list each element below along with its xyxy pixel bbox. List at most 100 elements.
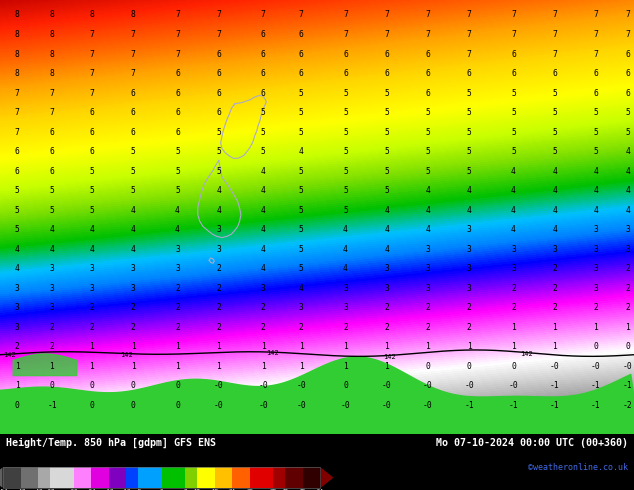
Text: 0: 0 [131, 381, 136, 391]
Text: 5: 5 [343, 206, 348, 215]
Text: 6: 6 [15, 147, 20, 156]
Text: 7: 7 [425, 30, 430, 39]
Text: 6: 6 [625, 69, 630, 78]
Text: -0: -0 [296, 401, 306, 410]
Text: 5: 5 [216, 167, 221, 176]
Text: 6: 6 [175, 89, 180, 98]
Text: 4: 4 [216, 186, 221, 196]
Text: 4: 4 [593, 186, 598, 196]
Text: 1: 1 [299, 362, 304, 371]
Text: 2: 2 [625, 303, 630, 313]
Text: 1: 1 [467, 343, 472, 351]
Text: 6: 6 [425, 69, 430, 78]
Text: 3: 3 [625, 225, 630, 234]
Text: 7: 7 [175, 30, 180, 39]
Bar [250, 467, 273, 488]
Text: 7: 7 [216, 10, 221, 19]
Text: 6: 6 [425, 89, 430, 98]
Text: 0: 0 [89, 401, 94, 410]
Text: 2: 2 [425, 303, 430, 313]
Text: 3: 3 [384, 265, 389, 273]
Text: 2: 2 [49, 323, 55, 332]
Text: 6: 6 [343, 69, 348, 78]
Text: 5: 5 [89, 186, 94, 196]
Text: 3: 3 [511, 245, 516, 254]
Text: 3: 3 [261, 284, 266, 293]
Bar [302, 467, 320, 488]
Text: 0: 0 [467, 362, 472, 371]
Text: 5: 5 [15, 225, 20, 234]
Text: 5: 5 [425, 108, 430, 117]
Text: 7: 7 [552, 30, 557, 39]
Text: 1: 1 [425, 343, 430, 351]
Text: 2: 2 [425, 323, 430, 332]
Text: 5: 5 [49, 186, 55, 196]
Text: 5: 5 [89, 167, 94, 176]
Text: 4: 4 [175, 225, 180, 234]
Text: 2: 2 [261, 303, 266, 313]
Text: 6: 6 [261, 89, 266, 98]
Text: 4: 4 [384, 245, 389, 254]
Text: 3: 3 [299, 303, 304, 313]
Text: 4: 4 [593, 167, 598, 176]
Text: 4: 4 [261, 245, 266, 254]
Text: 2: 2 [89, 303, 94, 313]
Text: 8: 8 [15, 30, 20, 39]
Text: 2: 2 [131, 323, 136, 332]
Text: 5: 5 [343, 167, 348, 176]
Text: 4: 4 [425, 206, 430, 215]
Text: 6: 6 [261, 30, 266, 39]
Text: 5: 5 [299, 245, 304, 254]
Text: 5: 5 [175, 167, 180, 176]
Text: 6: 6 [49, 128, 55, 137]
Text: 5: 5 [299, 225, 304, 234]
Text: 3: 3 [467, 225, 472, 234]
Bar [197, 467, 214, 488]
Text: 5: 5 [299, 206, 304, 215]
Text: 2: 2 [593, 303, 598, 313]
Text: 6: 6 [175, 108, 180, 117]
Text: 3: 3 [511, 265, 516, 273]
Text: 7: 7 [49, 108, 55, 117]
Text: 4: 4 [15, 245, 20, 254]
Text: 3: 3 [425, 245, 430, 254]
Text: 3: 3 [216, 225, 221, 234]
Text: 4: 4 [425, 225, 430, 234]
Text: 7: 7 [552, 10, 557, 19]
Text: 5: 5 [343, 89, 348, 98]
Text: 8: 8 [131, 10, 136, 19]
Text: 2: 2 [511, 303, 516, 313]
Text: 4: 4 [131, 245, 136, 254]
Text: 0: 0 [511, 362, 516, 371]
Text: 2: 2 [49, 343, 55, 351]
Text: 6: 6 [384, 49, 389, 59]
FancyArrow shape [0, 467, 3, 488]
Text: 1: 1 [15, 362, 20, 371]
Text: 8: 8 [15, 49, 20, 59]
Text: 7: 7 [131, 30, 136, 39]
Text: 7: 7 [175, 10, 180, 19]
Text: 3: 3 [593, 265, 598, 273]
Text: 6: 6 [384, 69, 389, 78]
Text: 7: 7 [261, 10, 266, 19]
Text: -0: -0 [508, 381, 519, 391]
Text: 5: 5 [384, 89, 389, 98]
Text: 8: 8 [49, 69, 55, 78]
Text: 2: 2 [216, 265, 221, 273]
Text: 7: 7 [511, 10, 516, 19]
Bar [109, 467, 126, 488]
Text: 142: 142 [384, 354, 396, 360]
Text: 3: 3 [343, 284, 348, 293]
Text: 5: 5 [299, 186, 304, 196]
Text: 2: 2 [89, 323, 94, 332]
Text: 2: 2 [261, 323, 266, 332]
Text: 5: 5 [511, 128, 516, 137]
Text: 5: 5 [216, 128, 221, 137]
Text: 7: 7 [15, 128, 20, 137]
Text: -1: -1 [550, 381, 560, 391]
Bar [3, 467, 21, 488]
Text: 3: 3 [89, 265, 94, 273]
Text: -0: -0 [258, 401, 268, 410]
Text: 6: 6 [425, 49, 430, 59]
Text: Mo 07-10-2024 00:00 UTC (00+360): Mo 07-10-2024 00:00 UTC (00+360) [436, 438, 628, 448]
